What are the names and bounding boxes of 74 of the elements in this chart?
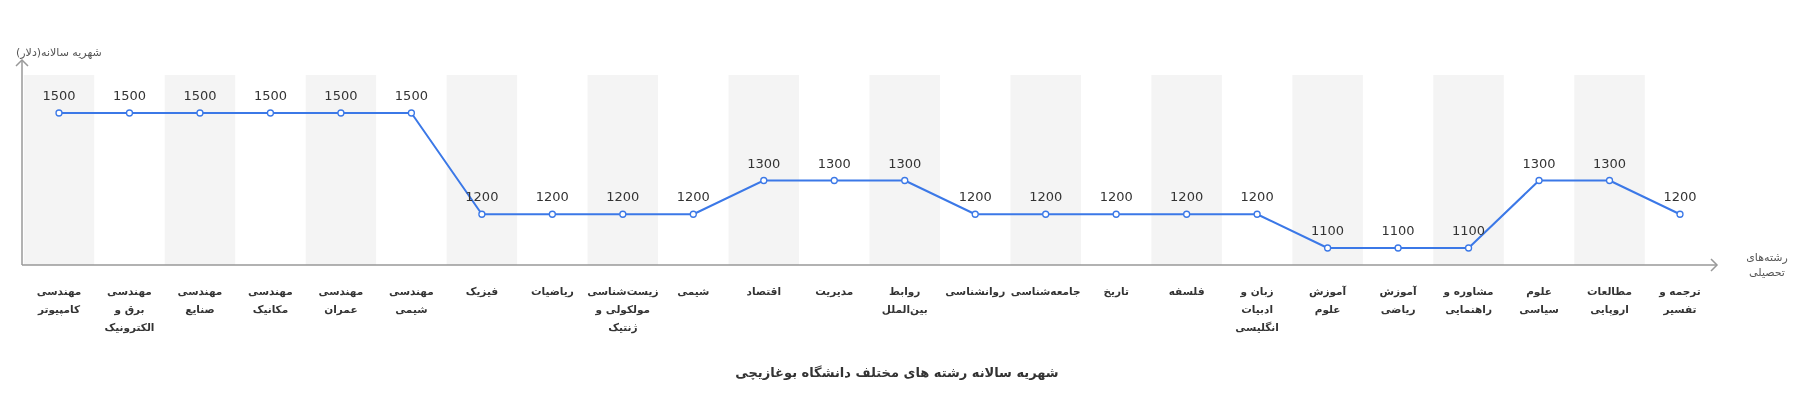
data-label: 1300 xyxy=(888,155,922,171)
point xyxy=(901,176,909,185)
x-tick-label: مهندسی صنایع xyxy=(177,285,223,316)
x-tick-label: روانشناسی xyxy=(945,285,1006,298)
data-label: 1100 xyxy=(1452,223,1486,238)
x-tick-label: زیست‌شناسی مولکولی و ژنتیک xyxy=(587,285,659,334)
x-tick-label: مهندسی شیمی xyxy=(389,285,434,315)
point xyxy=(337,109,345,117)
data-label: 1500 xyxy=(324,88,358,103)
x-tick-label: ترجمه و تفسیر xyxy=(1658,285,1701,316)
point xyxy=(689,210,697,218)
x-tick-label: ریاضیات xyxy=(530,285,574,298)
x-tick-label: فیزیک xyxy=(465,285,499,298)
text: شهریه سالانه رشته های مختلف دانشگاه بوغازیچی xyxy=(735,365,1059,380)
data-label: 1500 xyxy=(42,88,76,103)
x-tick-label: شیمی xyxy=(677,285,710,297)
point xyxy=(125,109,134,117)
data-label: 1500 xyxy=(183,88,217,103)
data-label: 1200 xyxy=(535,189,569,205)
point xyxy=(1394,244,1402,252)
x-tick-label: علوم سیاسی xyxy=(1519,285,1559,315)
data-label: 1200 xyxy=(1240,189,1274,205)
point xyxy=(1183,210,1191,218)
point xyxy=(830,176,838,185)
x-tick-label: مطالعات اروپایی xyxy=(1587,285,1633,316)
x-tick-label: مدیریت xyxy=(815,285,854,298)
x-tick-label: زبان و ادبیات انگلیسی xyxy=(1235,285,1279,333)
x-tick-label: مهندسی برق و الکترونیک xyxy=(104,285,155,334)
x-tick-label: آموزش علوم xyxy=(1309,285,1347,316)
point xyxy=(196,109,204,117)
x-tick-label: تاریخ xyxy=(1103,285,1129,298)
data-label: 1200 xyxy=(1170,189,1204,205)
data-label: 1200 xyxy=(606,189,640,205)
data-label: 1100 xyxy=(1311,223,1345,238)
data-label: 1500 xyxy=(112,88,147,103)
data-label: 1200 xyxy=(1663,189,1697,205)
point xyxy=(1112,210,1120,218)
point xyxy=(760,176,768,185)
point xyxy=(1676,210,1684,218)
x-tick-label: روابط بین‌الملل xyxy=(881,285,928,316)
point xyxy=(1464,244,1473,252)
data-label: 1500 xyxy=(253,88,287,103)
point xyxy=(619,210,627,218)
point xyxy=(266,109,275,117)
point xyxy=(478,210,486,218)
x-tick-label: مهندسی عمران xyxy=(318,285,364,316)
point xyxy=(1253,210,1261,218)
data-label: 1200 xyxy=(1099,189,1133,205)
data-label: 1100 xyxy=(1381,223,1415,238)
data-label: 1300 xyxy=(817,155,851,171)
x-tick-label: آموزش ریاضی xyxy=(1379,285,1418,316)
x-tick-label: مهندسی کامپیوتر xyxy=(36,285,82,316)
y-axis-title: شهریه سالانه(دلار) xyxy=(16,46,102,59)
point xyxy=(407,109,416,117)
data-label: 1500 xyxy=(394,88,428,103)
x-tick-label: جامعه‌شناسی xyxy=(1010,285,1081,297)
data-label: 1300 xyxy=(1592,155,1627,171)
data-label: 1300 xyxy=(747,155,781,171)
x-axis-title: رشته‌های تحصیلی xyxy=(1746,251,1788,279)
point xyxy=(1042,210,1050,218)
x-tick-label: فلسفه xyxy=(1168,285,1205,297)
point xyxy=(55,109,63,117)
x-tick-label: مشاوره و راهنمایی xyxy=(1442,285,1494,316)
data-label: 1200 xyxy=(1029,189,1063,205)
data-label: 1200 xyxy=(958,189,992,205)
point xyxy=(971,210,979,218)
data-label: 1200 xyxy=(676,189,710,205)
point xyxy=(1535,176,1543,185)
point xyxy=(548,210,556,218)
point xyxy=(1323,244,1332,252)
x-tick-label: مهندسی مکانیک xyxy=(248,285,293,315)
data-label: 1300 xyxy=(1522,155,1556,171)
x-tick-label: اقتصاد xyxy=(746,285,782,297)
point xyxy=(1605,176,1614,185)
